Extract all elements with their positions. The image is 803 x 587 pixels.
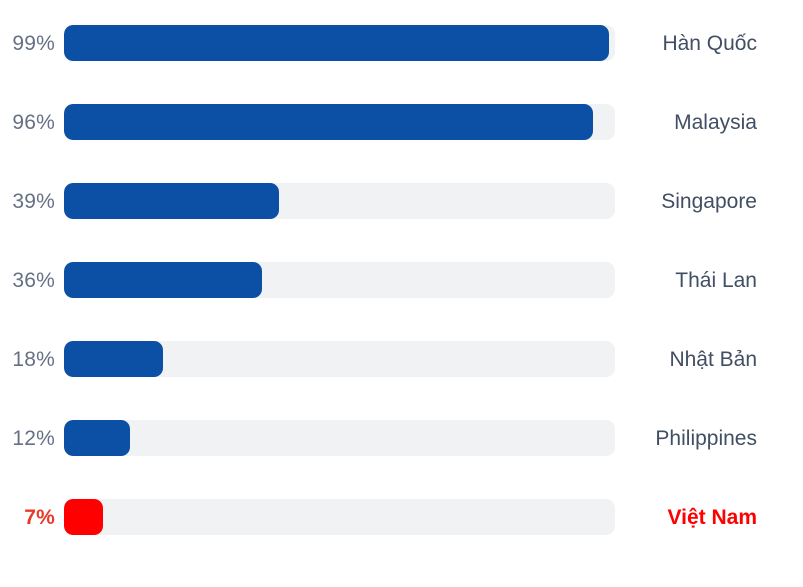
- value-label: 7%: [24, 505, 55, 529]
- bar-track: [64, 262, 615, 298]
- bar-track: [64, 499, 615, 535]
- bar-row: 7% Việt Nam: [0, 499, 803, 535]
- bar-row: 96% Malaysia: [0, 104, 803, 140]
- bar-row: 36% Thái Lan: [0, 262, 803, 298]
- category-label: Hàn Quốc: [662, 31, 757, 55]
- bar-track: [64, 25, 615, 61]
- bar-track: [64, 104, 615, 140]
- bar-row: 12% Philippines: [0, 420, 803, 456]
- value-label: 99%: [12, 31, 55, 55]
- bar: [64, 420, 131, 456]
- category-label: Thái Lan: [675, 268, 757, 292]
- bar: [64, 25, 610, 61]
- category-label: Singapore: [661, 189, 757, 213]
- value-label: 36%: [12, 268, 55, 292]
- bar: [64, 183, 279, 219]
- category-label: Philippines: [655, 426, 757, 450]
- bar: [64, 341, 164, 377]
- bar-chart-rows: 99% Hàn Quốc 96% Malaysia 39% Singapore 36% Thá…: [0, 25, 803, 535]
- bar-row: 99% Hàn Quốc: [0, 25, 803, 61]
- bar: [64, 262, 263, 298]
- bar-track: [64, 341, 615, 377]
- category-label: Việt Nam: [667, 505, 758, 529]
- category-label: Malaysia: [674, 110, 757, 134]
- value-label: 39%: [12, 189, 55, 213]
- bar: [64, 499, 103, 535]
- bar: [64, 104, 593, 140]
- value-label: 12%: [12, 426, 55, 450]
- bar-row: 39% Singapore: [0, 183, 803, 219]
- bar-track: [64, 183, 615, 219]
- bar-track: [64, 420, 615, 456]
- category-label: Nhật Bản: [669, 347, 757, 371]
- value-label: 96%: [12, 110, 55, 134]
- value-label: 18%: [12, 347, 55, 371]
- bar-row: 18% Nhật Bản: [0, 341, 803, 377]
